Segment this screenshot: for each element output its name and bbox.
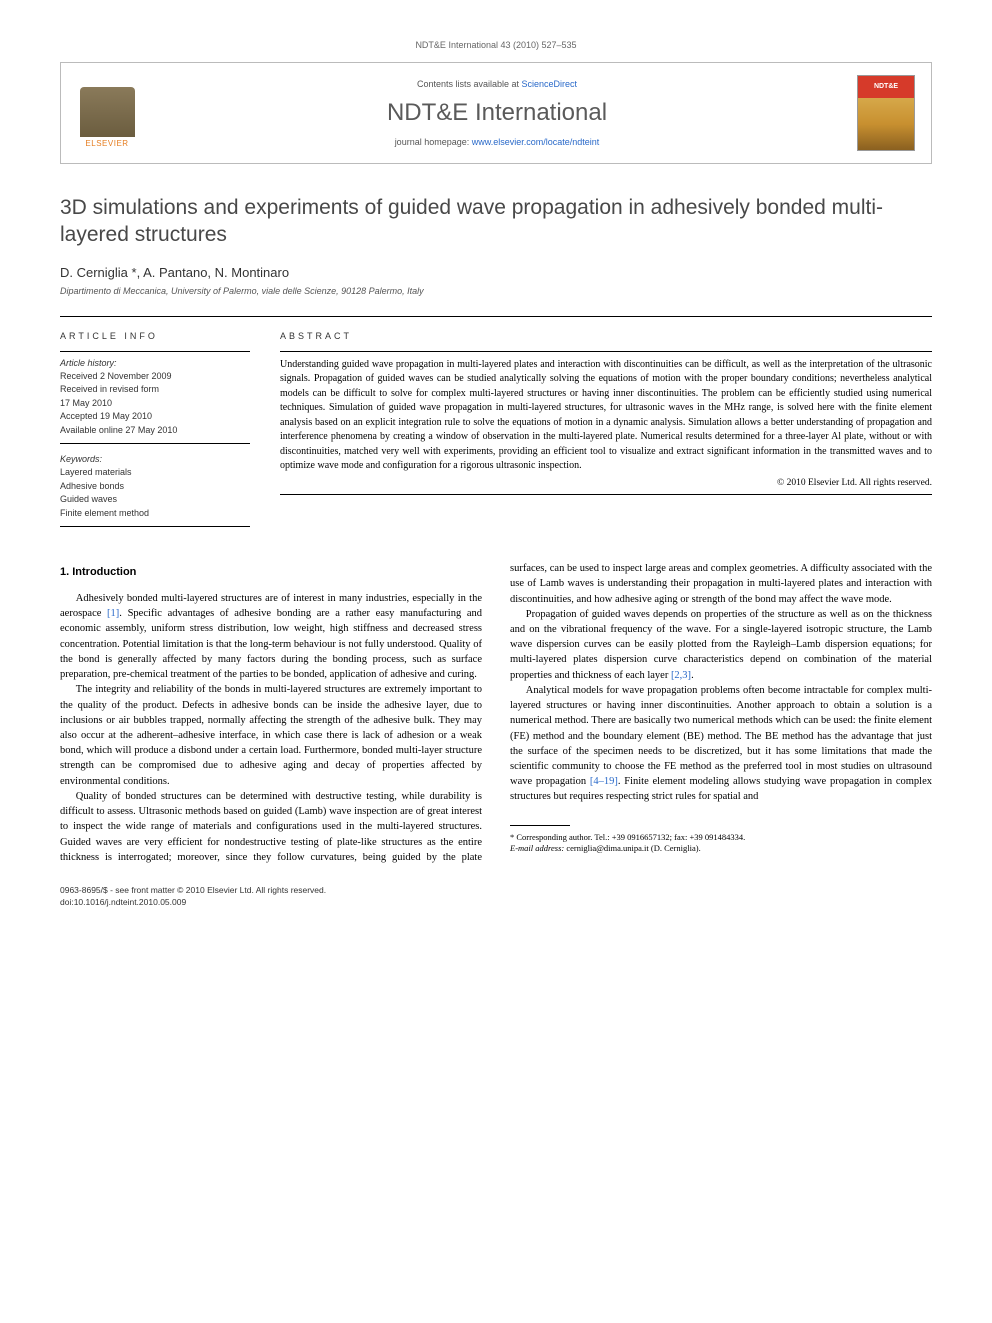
email-label: E-mail address:: [510, 843, 564, 853]
paragraph: The integrity and reliability of the bon…: [60, 682, 482, 789]
cover-image: [858, 98, 914, 150]
citation-link[interactable]: [2,3]: [671, 670, 691, 681]
sciencedirect-link[interactable]: ScienceDirect: [522, 79, 578, 89]
affiliation: Dipartimento di Meccanica, University of…: [60, 286, 932, 296]
journal-cover-thumbnail: NDT&E: [857, 75, 915, 151]
doi-line: doi:10.1016/j.ndteint.2010.05.009: [60, 897, 932, 909]
masthead: ELSEVIER Contents lists available at Sci…: [60, 62, 932, 164]
text-run: Propagation of guided waves depends on p…: [510, 609, 932, 681]
homepage-prefix: journal homepage:: [395, 137, 472, 147]
text-run: . Specific advantages of adhesive bondin…: [60, 608, 482, 680]
paragraph: Propagation of guided waves depends on p…: [510, 607, 932, 683]
abstract-divider-bottom: [280, 494, 932, 495]
text-run: .: [691, 670, 694, 681]
history-item: Accepted 19 May 2010: [60, 410, 250, 424]
bottom-meta: 0963-8695/$ - see front matter © 2010 El…: [60, 885, 932, 909]
homepage-link[interactable]: www.elsevier.com/locate/ndteint: [472, 137, 600, 147]
contents-prefix: Contents lists available at: [417, 79, 522, 89]
running-header: NDT&E International 43 (2010) 527–535: [60, 40, 932, 50]
journal-name: NDT&E International: [153, 99, 841, 127]
abstract-copyright: © 2010 Elsevier Ltd. All rights reserved…: [280, 478, 932, 488]
citation-link[interactable]: [1]: [107, 608, 119, 619]
info-divider-2: [60, 443, 250, 444]
elsevier-label: ELSEVIER: [85, 139, 128, 148]
abstract-heading: ABSTRACT: [280, 331, 932, 341]
body-text: 1. Introduction Adhesively bonded multi-…: [60, 561, 932, 865]
abstract-text: Understanding guided wave propagation in…: [280, 358, 932, 474]
elsevier-tree-icon: [80, 87, 135, 137]
article-title: 3D simulations and experiments of guided…: [60, 194, 932, 249]
abstract-divider-top: [280, 351, 932, 352]
keyword: Guided waves: [60, 493, 250, 507]
section-1-heading: 1. Introduction: [60, 565, 482, 581]
info-divider-3: [60, 526, 250, 527]
corresponding-author-footnote: * Corresponding author. Tel.: +39 091665…: [510, 832, 932, 856]
citation-link[interactable]: [4–19]: [590, 776, 618, 787]
article-info-heading: ARTICLE INFO: [60, 331, 250, 341]
authors: D. Cerniglia *, A. Pantano, N. Montinaro: [60, 265, 932, 280]
history-item: Received in revised form: [60, 383, 250, 397]
paragraph: Analytical models for wave propagation p…: [510, 683, 932, 805]
abstract-block: ABSTRACT Understanding guided wave propa…: [280, 331, 932, 534]
history-item: Available online 27 May 2010: [60, 424, 250, 438]
front-matter-line: 0963-8695/$ - see front matter © 2010 El…: [60, 885, 932, 897]
info-divider-1: [60, 351, 250, 352]
cover-title: NDT&E: [858, 76, 914, 98]
elsevier-logo: ELSEVIER: [77, 78, 137, 148]
contents-line: Contents lists available at ScienceDirec…: [153, 79, 841, 89]
masthead-center: Contents lists available at ScienceDirec…: [153, 79, 841, 147]
history-item: 17 May 2010: [60, 397, 250, 411]
footnote-line: E-mail address: cerniglia@dima.unipa.it …: [510, 843, 932, 855]
history-label: Article history:: [60, 358, 250, 368]
keywords-label: Keywords:: [60, 454, 250, 464]
email-address: cerniglia@dima.unipa.it (D. Cerniglia).: [564, 843, 700, 853]
article-info-block: ARTICLE INFO Article history: Received 2…: [60, 331, 250, 534]
homepage-line: journal homepage: www.elsevier.com/locat…: [153, 137, 841, 147]
footnote-separator: [510, 825, 570, 826]
keyword: Finite element method: [60, 507, 250, 521]
paragraph: Adhesively bonded multi-layered structur…: [60, 591, 482, 682]
text-run: Analytical models for wave propagation p…: [510, 685, 932, 787]
keyword: Adhesive bonds: [60, 480, 250, 494]
history-item: Received 2 November 2009: [60, 370, 250, 384]
footnote-line: * Corresponding author. Tel.: +39 091665…: [510, 832, 932, 844]
keyword: Layered materials: [60, 466, 250, 480]
